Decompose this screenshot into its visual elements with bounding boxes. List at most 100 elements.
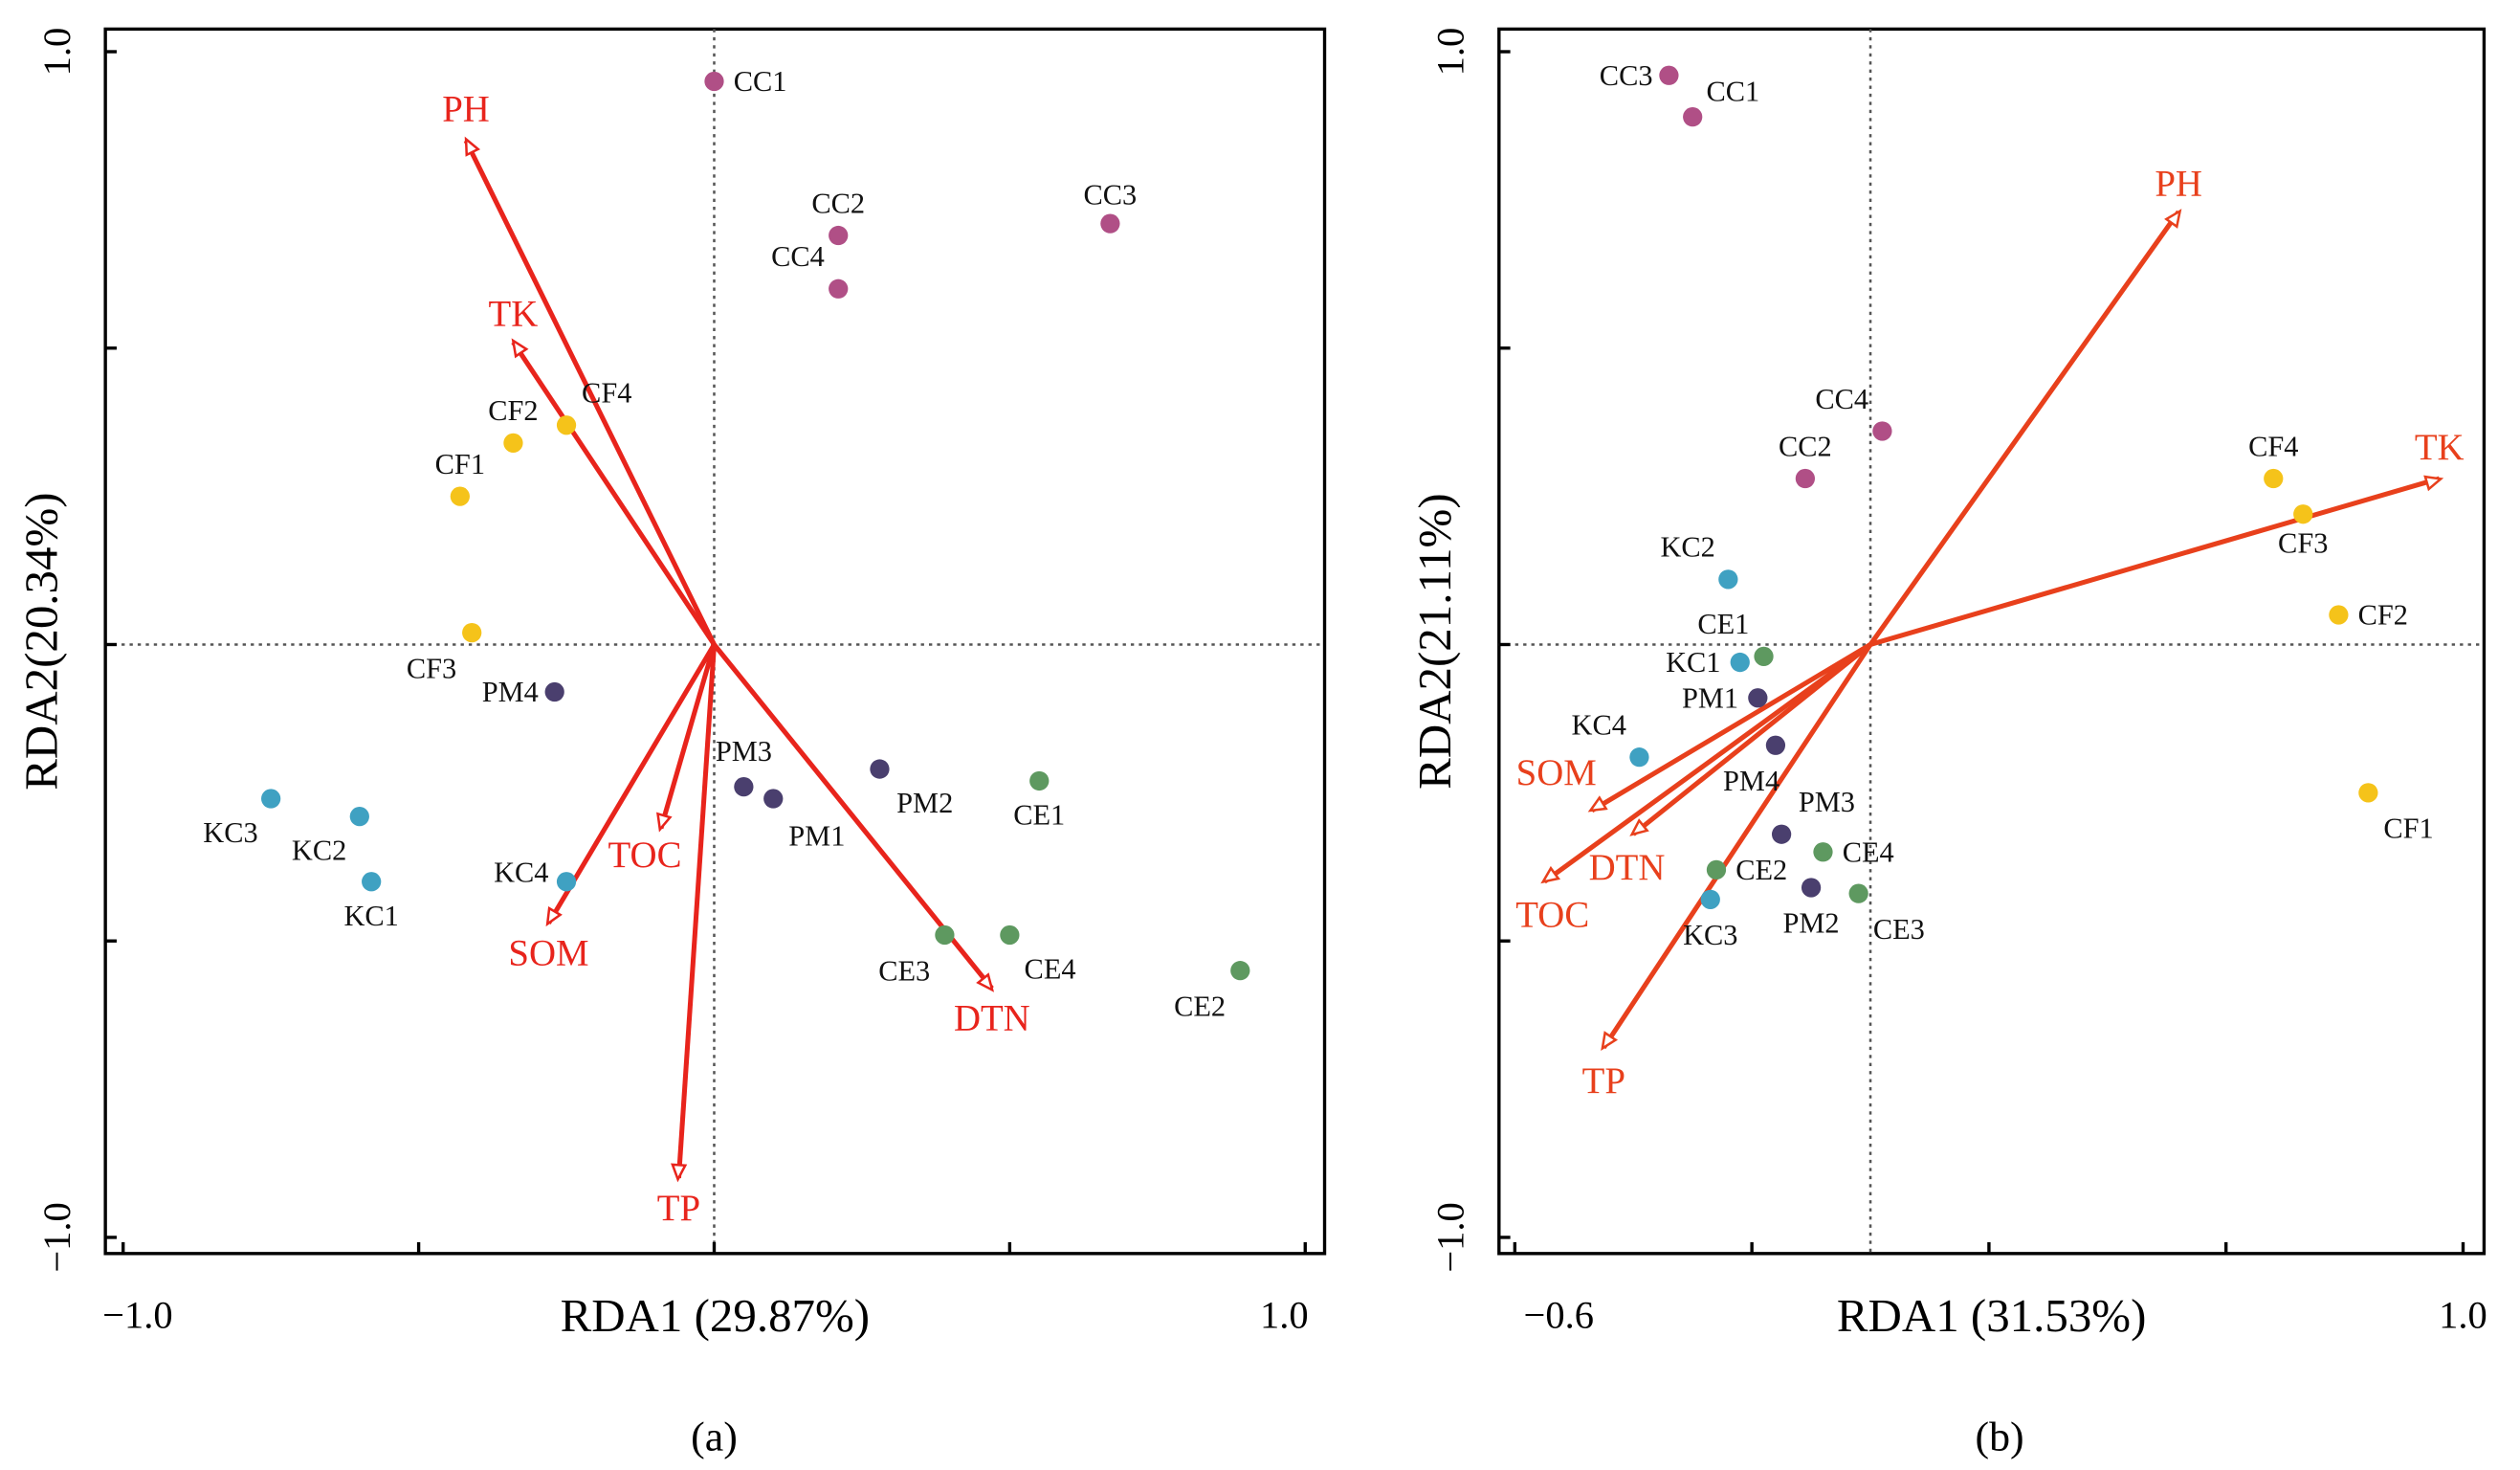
sample-label: CE1 [1013, 799, 1065, 832]
x-tick-label: 1.0 [1260, 1293, 1309, 1336]
y-tick-label: 1.0 [35, 28, 78, 77]
sample-label: CE4 [1843, 835, 1894, 868]
sample-label: PM3 [716, 735, 772, 768]
sample-point-cc3 [1100, 213, 1120, 234]
sample-label: KC4 [1572, 709, 1626, 742]
sample-label: CC3 [1600, 59, 1653, 92]
vector-label: PH [2155, 163, 2202, 204]
sample-label: CF2 [2358, 599, 2408, 632]
sample-point-cc4 [829, 278, 849, 299]
sample-label: CC1 [734, 65, 787, 98]
sample-point-kc2 [349, 806, 369, 827]
vector-arrow-toc [1540, 642, 1872, 884]
sample-point-ce4 [1000, 924, 1020, 946]
vector-label: DTN [1589, 847, 1666, 888]
panel-caption: (b) [1975, 1414, 2023, 1460]
sample-point-ce1 [1029, 770, 1050, 791]
sample-label: CF3 [2278, 527, 2328, 560]
sample-point-cf2 [2329, 605, 2349, 625]
vector-arrow-tk [1869, 475, 2444, 647]
x-tick-label: 1.0 [2439, 1293, 2487, 1336]
sample-point-cf4 [556, 415, 577, 435]
sample-label: KC1 [343, 900, 398, 932]
y-axis-title: RDA2(20.34%) [15, 492, 68, 790]
vector-label: TP [1582, 1060, 1625, 1102]
y-tick-label: 1.0 [1429, 28, 1472, 77]
sample-label: KC3 [1683, 919, 1737, 951]
sample-label: PM1 [788, 819, 845, 852]
sample-label: CF3 [407, 652, 456, 684]
sample-label: CE3 [1873, 913, 1925, 946]
sample-point-ce3 [935, 924, 955, 946]
sample-point-cc4 [1872, 421, 1892, 441]
sample-point-pm3 [734, 777, 754, 797]
sample-point-pm4 [544, 681, 564, 702]
sample-point-pm3 [1771, 824, 1792, 844]
sample-point-ce4 [1813, 842, 1833, 862]
sample-point-cf3 [2293, 504, 2313, 524]
sample-point-pm4 [1765, 735, 1786, 755]
sample-label: CF1 [2383, 813, 2433, 845]
vector-arrow-som [1587, 642, 1872, 813]
sample-label: CC4 [771, 240, 825, 273]
sample-point-cc2 [1795, 468, 1816, 489]
sample-point-cc3 [1659, 65, 1679, 85]
sample-label: PM3 [1799, 786, 1855, 818]
sample-label: CF4 [582, 377, 631, 410]
vector-label: TP [657, 1188, 700, 1229]
panel-caption: (a) [691, 1414, 738, 1460]
sample-label: CE4 [1025, 953, 1076, 986]
vector-arrow-tk [511, 338, 717, 646]
sample-label: KC3 [203, 816, 257, 849]
sample-point-cc1 [1683, 107, 1703, 127]
sample-label: PM4 [1723, 765, 1779, 797]
sample-label: CC2 [811, 187, 865, 219]
sample-label: CE2 [1735, 854, 1787, 886]
panel-a: −1.0 1.0 1.0 −1.0 RDA1 (29.87%) RDA2(20.34%) (… [15, 27, 1327, 1460]
sample-label: KC2 [1660, 531, 1714, 564]
vector-label: DTN [954, 998, 1030, 1039]
sample-point-ce2 [1230, 961, 1250, 981]
sample-point-kc3 [261, 789, 281, 809]
vector-arrow-tp [1601, 643, 1873, 1052]
sample-label: CC1 [1707, 75, 1760, 107]
plot-frame [1497, 27, 2487, 1256]
x-tick-label: −1.0 [102, 1293, 172, 1336]
vector-arrow-ph [463, 136, 717, 646]
sample-label: PM4 [482, 676, 539, 708]
sample-point-pm1 [763, 789, 784, 809]
sample-label: KC1 [1666, 646, 1720, 679]
sample-point-kc1 [1730, 652, 1750, 673]
sample-point-ce3 [1848, 883, 1868, 903]
sample-label: CC2 [1779, 430, 1832, 462]
x-axis-title: RDA1 (31.53%) [1837, 1289, 2146, 1342]
vector-label: PH [442, 89, 490, 130]
sample-label: CE1 [1697, 608, 1749, 640]
vector-label: TOC [1515, 895, 1589, 936]
sample-label: CF2 [488, 394, 538, 427]
vector-arrow-tp [671, 644, 718, 1183]
sample-point-pm1 [1748, 688, 1768, 708]
sample-point-cf1 [450, 486, 470, 506]
sample-label: PM2 [1783, 907, 1840, 940]
y-tick-label: −1.0 [35, 1202, 78, 1272]
sample-point-pm2 [1801, 878, 1822, 898]
x-tick-label: −0.6 [1524, 1293, 1594, 1336]
sample-point-cf4 [2264, 468, 2284, 489]
sample-label: CE3 [878, 954, 930, 987]
sample-label: CF1 [435, 448, 485, 480]
sample-point-cf1 [2358, 783, 2378, 803]
sample-point-pm2 [870, 759, 890, 779]
y-axis-title: RDA2(21.11%) [1408, 493, 1461, 789]
sample-point-cc1 [704, 71, 724, 92]
sample-point-ce1 [1754, 646, 1774, 666]
vector-label: TK [2415, 427, 2465, 468]
sample-label: CF4 [2248, 430, 2298, 462]
sample-label: CC4 [1815, 383, 1868, 415]
vector-arrow-ph [1868, 209, 2182, 646]
sample-point-kc3 [1700, 889, 1720, 909]
sample-label: CE2 [1174, 990, 1226, 1022]
sample-label: PM2 [896, 787, 953, 819]
vector-label: SOM [508, 933, 588, 974]
